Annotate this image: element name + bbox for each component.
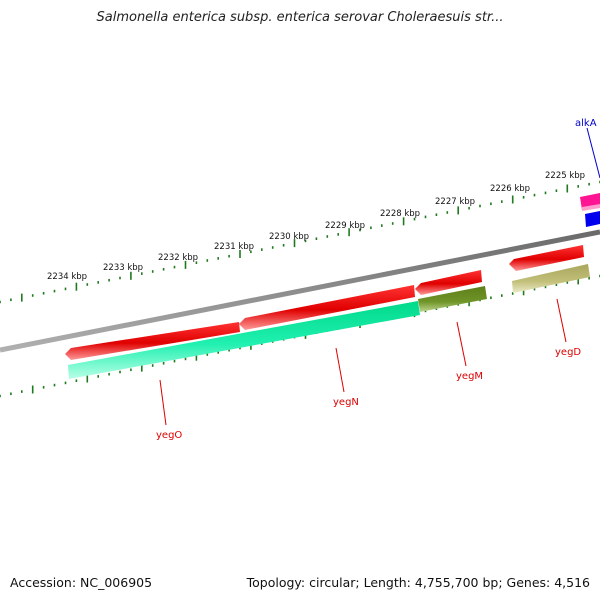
gene-yegO-arrow bbox=[65, 322, 240, 360]
gene-label-yegM: yegM bbox=[456, 371, 483, 382]
scale-label: 2229 kbp bbox=[325, 221, 365, 231]
yegM-leader bbox=[456, 321, 467, 367]
genome-summary-text: Topology: circular; Length: 4,755,700 bp… bbox=[246, 575, 590, 590]
feature-magenta-light bbox=[582, 204, 600, 211]
scale-label: 2228 kbp bbox=[380, 209, 420, 219]
outer-tick-ring bbox=[0, 180, 600, 304]
gene-yegN-arrow bbox=[239, 285, 415, 330]
genome-backbone bbox=[0, 229, 600, 353]
scale-label: 2231 kbp bbox=[214, 242, 254, 252]
scale-label: 2233 kbp bbox=[103, 263, 143, 273]
map-title: Salmonella enterica subsp. enterica sero… bbox=[96, 10, 504, 25]
feature-teal bbox=[68, 301, 420, 379]
scale-label: 2230 kbp bbox=[269, 232, 309, 242]
gene-label-yegO: yegO bbox=[156, 430, 182, 441]
scale-label: 2227 kbp bbox=[435, 197, 475, 207]
yegD-leader bbox=[556, 298, 567, 343]
yegN-leader bbox=[335, 347, 345, 393]
scale-label: 2226 kbp bbox=[490, 184, 530, 194]
alkA-leader bbox=[586, 127, 600, 179]
feature-olive bbox=[418, 286, 487, 312]
scale-label: 2234 kbp bbox=[47, 272, 87, 282]
gene-yegD-arrow bbox=[509, 245, 584, 271]
gene-label-yegN: yegN bbox=[333, 397, 359, 408]
gene-yegM-arrow bbox=[415, 270, 482, 295]
yegO-leader bbox=[159, 379, 167, 426]
accession-text: Accession: NC_006905 bbox=[10, 575, 153, 590]
feature-khaki bbox=[512, 264, 590, 293]
scale-labels: 2225 kbp 2226 kbp 2227 kbp 2228 kbp 2229… bbox=[47, 171, 585, 282]
scale-label: 2225 kbp bbox=[545, 171, 585, 181]
gene-label-alkA: alkA bbox=[575, 118, 597, 129]
gene-label-yegD: yegD bbox=[555, 347, 581, 358]
feature-blue bbox=[585, 211, 600, 227]
scale-label: 2232 kbp bbox=[158, 253, 198, 263]
